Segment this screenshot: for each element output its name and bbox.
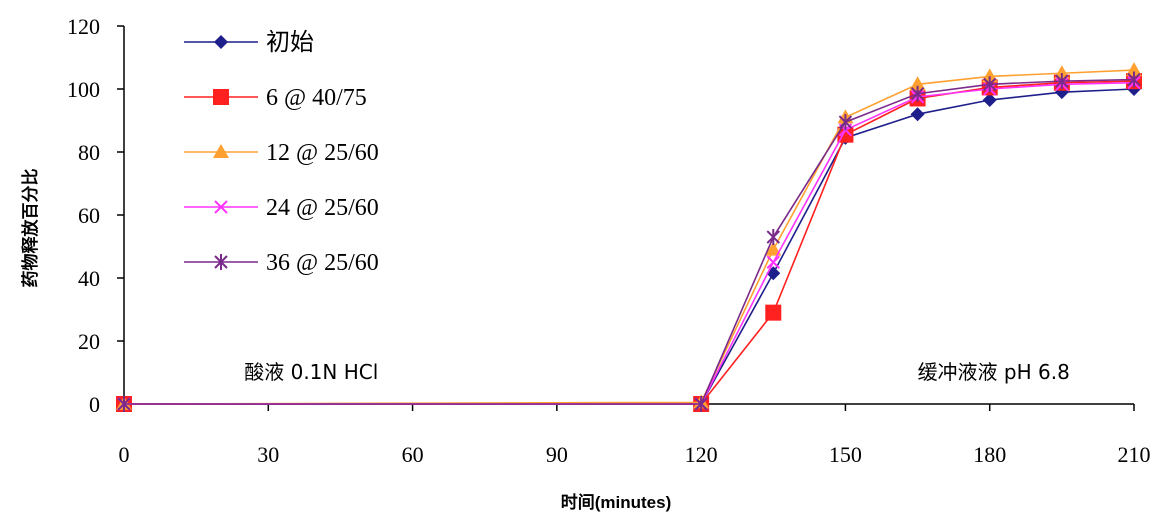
x-tick-label: 180 xyxy=(973,442,1006,467)
data-point xyxy=(766,229,780,246)
data-point xyxy=(909,76,926,91)
y-tick-label: 60 xyxy=(78,203,100,228)
legend-label: 12 @ 25/60 xyxy=(266,140,379,166)
y-axis-title: 药物释放百分比 xyxy=(20,169,40,288)
chart-axes: 0 20 40 60 80 100 120 0 30 60 90 120 150 180 210 xyxy=(67,14,1151,467)
data-point xyxy=(982,93,997,108)
chart-annotations: 酸液 0.1N HCl 缓冲液液 pH 6.8 xyxy=(244,360,1070,384)
legend-item: 24 @ 25/60 xyxy=(184,195,379,221)
chart-legend: 初始 6 @ 40/75 12 @ 25/60 24 @ 25/60 36 @ 25/6… xyxy=(184,29,379,276)
series-2 xyxy=(116,62,1142,410)
y-tick-label: 20 xyxy=(78,329,100,354)
y-tick-label: 0 xyxy=(89,392,100,417)
data-point xyxy=(910,85,925,102)
legend-item: 36 @ 25/60 xyxy=(184,250,379,276)
data-point xyxy=(766,255,780,269)
data-point xyxy=(117,396,131,412)
series-line xyxy=(124,80,1135,405)
y-tick-label: 100 xyxy=(67,77,100,102)
legend-label: 初始 xyxy=(266,29,314,56)
series-layer xyxy=(116,62,1142,412)
legend-label: 6 @ 40/75 xyxy=(266,85,367,111)
x-tick-label: 60 xyxy=(402,442,424,467)
x-tick-label: 30 xyxy=(257,442,279,467)
y-tick-label: 120 xyxy=(67,14,100,39)
y-tick-label: 40 xyxy=(78,266,100,291)
legend-marker xyxy=(214,200,228,214)
series-line xyxy=(124,88,1135,405)
legend-marker xyxy=(213,89,229,105)
series-line xyxy=(123,69,1135,405)
data-point xyxy=(983,76,997,93)
legend-marker xyxy=(213,144,229,158)
data-point xyxy=(838,114,853,131)
annotation-label: 酸液 0.1N HCl xyxy=(244,360,378,384)
legend-marker xyxy=(214,35,228,49)
x-tick-label: 120 xyxy=(685,442,718,467)
x-tick-label: 0 xyxy=(119,442,130,467)
data-point xyxy=(1055,73,1069,90)
legend-marker xyxy=(214,254,228,270)
data-point xyxy=(910,107,925,122)
legend-item: 6 @ 40/75 xyxy=(184,85,367,111)
y-tick-label: 80 xyxy=(78,140,100,165)
data-point xyxy=(694,396,708,412)
data-point xyxy=(1127,71,1141,88)
data-point xyxy=(1126,62,1142,77)
legend-item: 12 @ 25/60 xyxy=(184,140,379,166)
x-axis-title: 时间(minutes) xyxy=(561,492,672,512)
series-4 xyxy=(117,71,1141,412)
annotation-label: 缓冲液液 pH 6.8 xyxy=(918,360,1070,384)
data-point xyxy=(765,304,782,321)
legend-label: 36 @ 25/60 xyxy=(266,250,379,276)
series-line xyxy=(124,81,1135,405)
legend-item: 初始 xyxy=(184,29,314,56)
legend-label: 24 @ 25/60 xyxy=(266,195,379,221)
x-tick-label: 150 xyxy=(829,442,862,467)
data-point xyxy=(765,241,782,256)
x-tick-label: 90 xyxy=(546,442,568,467)
series-line xyxy=(124,78,1135,405)
x-tick-label: 210 xyxy=(1118,442,1151,467)
